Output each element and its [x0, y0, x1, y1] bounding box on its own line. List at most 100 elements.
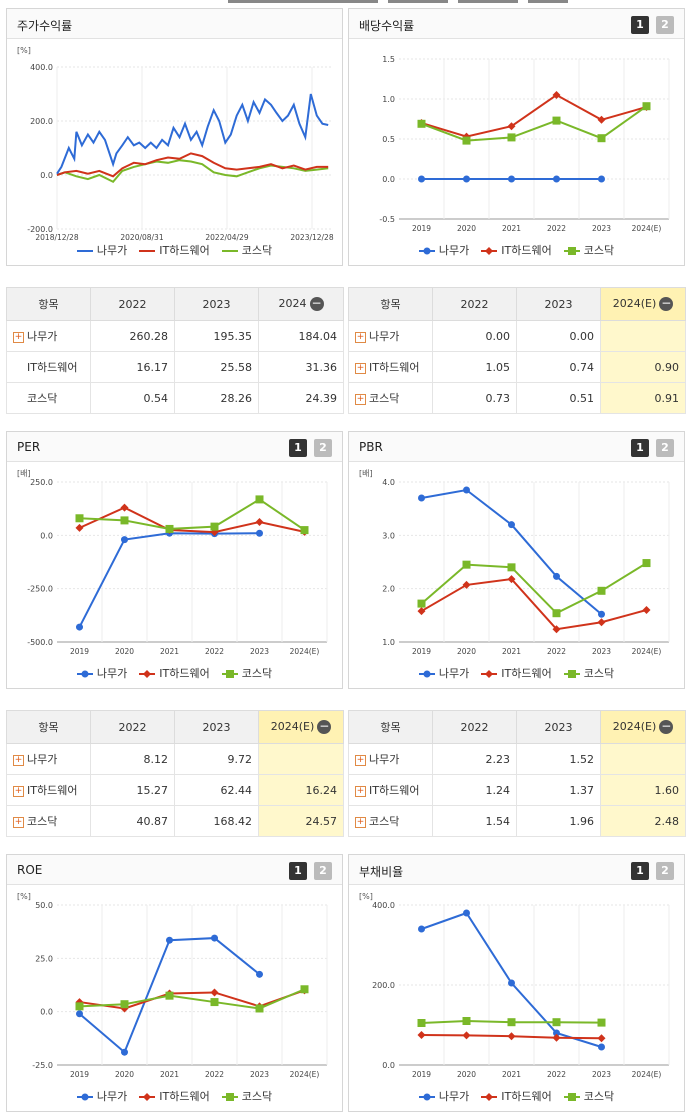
expand-icon[interactable]: +	[13, 785, 24, 797]
table-header-cell: 2024(E) −	[600, 287, 686, 321]
table-row: + 코스닥 40.87 168.42 24.57	[6, 805, 344, 837]
legend-item-kosdaq[interactable]: 코스닥	[563, 665, 614, 681]
series-line	[79, 989, 305, 1010]
table-header-cell: 항목	[6, 287, 91, 321]
chart-legend: 나무가 IT하드웨어 코스닥	[7, 665, 342, 681]
value-cell: 25.58	[174, 351, 259, 383]
page-2-button[interactable]: 2	[656, 862, 674, 880]
legend-swatch	[139, 1093, 156, 1101]
series-0	[418, 486, 605, 618]
legend-item-kosdaq[interactable]: 코스닥	[221, 242, 272, 258]
collapse-icon[interactable]: −	[659, 296, 674, 311]
legend-item-it[interactable]: IT하드웨어	[139, 1088, 210, 1104]
table-header-cell: 2022	[90, 287, 175, 321]
legend-item-it[interactable]: IT하드웨어	[139, 665, 210, 681]
expand-icon[interactable]: +	[355, 393, 366, 405]
legend-item-it[interactable]: IT하드웨어	[481, 665, 552, 681]
page-1-button[interactable]: 1	[289, 862, 307, 880]
legend-item-kosdaq[interactable]: 코스닥	[563, 1088, 614, 1104]
data-point	[255, 1004, 264, 1013]
x-tick-label: 2022	[547, 647, 566, 656]
page-2-button[interactable]: 2	[656, 439, 674, 457]
x-tick-label: 2020	[115, 647, 134, 656]
series-2	[417, 559, 651, 618]
value-cell	[258, 743, 344, 775]
legend-swatch	[418, 247, 435, 255]
x-tick-label: 2020	[457, 224, 476, 233]
table-row: + 나무가 2.23 1.52	[348, 743, 686, 775]
series-line	[79, 506, 305, 534]
dividend-yield-chart: 1.5 1.0 0.5 0.0 -0.5 2019 2020 2021 2022 2023 2024…	[379, 55, 670, 233]
legend-swatch	[481, 670, 498, 678]
legend-item-kosdaq[interactable]: 코스닥	[221, 665, 272, 681]
data-point	[507, 563, 516, 572]
data-point	[462, 136, 471, 145]
page-2-button[interactable]: 2	[656, 16, 674, 34]
legend-item-it[interactable]: IT하드웨어	[139, 242, 210, 258]
collapse-icon[interactable]: −	[317, 719, 332, 734]
legend-item-namuga[interactable]: 나무가	[418, 242, 469, 258]
page-1-button[interactable]: 1	[289, 439, 307, 457]
expand-icon[interactable]: +	[355, 331, 366, 343]
row-name: IT하드웨어	[369, 361, 420, 374]
value-cell: 24.57	[258, 805, 344, 837]
expand-icon[interactable]: +	[13, 754, 24, 766]
legend-item-it[interactable]: IT하드웨어	[481, 1088, 552, 1104]
data-point	[597, 115, 606, 124]
legend-item-namuga[interactable]: 나무가	[418, 1088, 469, 1104]
series-2	[75, 495, 309, 535]
table-header-row: 항목 2022 2023 2024(E) −	[6, 710, 344, 744]
data-point	[417, 607, 426, 616]
panel-header: ROE 1 2	[7, 855, 342, 885]
data-point	[76, 1010, 83, 1018]
collapse-icon[interactable]: −	[309, 296, 324, 311]
page-1-button[interactable]: 1	[631, 16, 649, 34]
legend-item-namuga[interactable]: 나무가	[76, 242, 127, 258]
expand-icon[interactable]: +	[355, 754, 366, 766]
legend-marker	[423, 670, 431, 678]
value-cell: 0.90	[600, 351, 686, 383]
data-point	[597, 618, 606, 627]
expand-icon[interactable]: +	[355, 785, 366, 797]
table-header-cell: 2024(E) −	[600, 710, 686, 744]
legend-swatch	[139, 250, 156, 252]
value-cell: 16.24	[258, 774, 344, 806]
expand-icon[interactable]: +	[355, 816, 366, 828]
expand-icon[interactable]: +	[13, 331, 24, 343]
data-point	[553, 572, 560, 580]
page-1-button[interactable]: 1	[631, 439, 649, 457]
x-tick-label: 2021	[160, 647, 179, 656]
page-2-button[interactable]: 2	[314, 862, 332, 880]
data-point	[507, 122, 516, 131]
series-2	[417, 1017, 606, 1027]
page-1-button[interactable]: 1	[631, 862, 649, 880]
legend-item-it[interactable]: IT하드웨어	[481, 242, 552, 258]
collapse-icon[interactable]: −	[659, 719, 674, 734]
table-row: + IT하드웨어 15.27 62.44 16.24	[6, 774, 344, 806]
legend-item-kosdaq[interactable]: 코스닥	[221, 1088, 273, 1104]
x-tick-label: 2020	[457, 647, 476, 656]
legend-item-namuga[interactable]: 나무가	[76, 665, 127, 681]
series-2	[75, 985, 309, 1013]
page-2-button[interactable]: 2	[314, 439, 332, 457]
y-tick-label: 2.0	[382, 585, 395, 594]
data-point	[75, 1002, 84, 1011]
expand-icon[interactable]: +	[355, 362, 366, 374]
x-tick-label: 2023	[592, 224, 611, 233]
legend-label: 코스닥	[241, 1090, 273, 1103]
legend-item-kosdaq[interactable]: 코스닥	[563, 242, 614, 258]
table-header-cell: 2022	[432, 710, 517, 744]
expand-icon[interactable]: +	[13, 816, 24, 828]
legend-item-namuga[interactable]: 나무가	[76, 1088, 127, 1104]
value-cell: 2.48	[600, 805, 686, 837]
table-row: + 나무가 260.28 195.35 184.04	[6, 320, 344, 352]
y-tick-label: 200.0	[30, 117, 53, 126]
legend-item-namuga[interactable]: 나무가	[418, 665, 469, 681]
value-cell: 260.28	[90, 320, 175, 352]
top-tab-strip	[228, 0, 378, 3]
roe-chart: [%] 50.0 25.0 0.0 -25.0 2019 2020 2021 2022 2023 2…	[17, 892, 328, 1079]
x-tick-label: 2024(E)	[290, 1070, 320, 1079]
table-header-cell: 2024−	[258, 287, 344, 321]
x-tick-label: 2023	[592, 647, 611, 656]
y-tick-label: 50.0	[35, 901, 53, 910]
